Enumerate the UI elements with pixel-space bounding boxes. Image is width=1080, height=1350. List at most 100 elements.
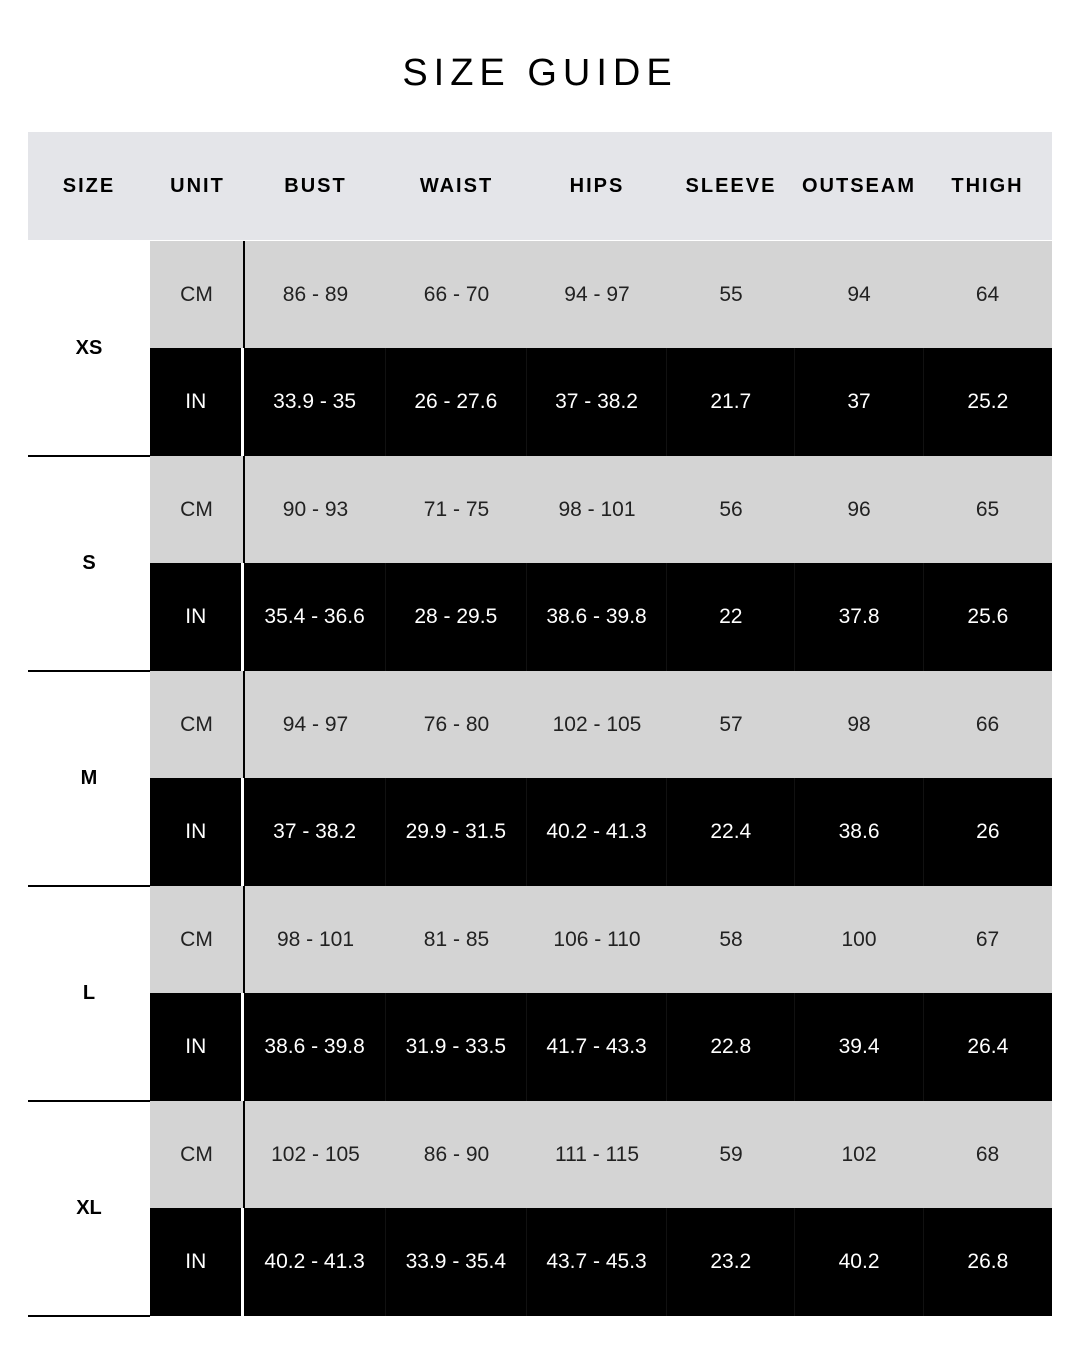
size-label: L [82, 982, 96, 1004]
value-cell: 76 - 80 [423, 712, 490, 736]
size-group-xs: XS CM 86 - 89 66 - 70 94 - 97 55 94 64 IN 33.9 - … [28, 241, 1052, 457]
table-header: SIZE UNIT BUST WAIST HIPS SLEEVE OUTSEAM THIGH [28, 132, 1052, 240]
size-label: S [82, 552, 96, 574]
header-unit: UNIT [170, 174, 225, 197]
header-bust: BUST [284, 174, 347, 197]
value-cell: 26 [922, 778, 1052, 886]
value-cell: 22 [666, 563, 794, 671]
value-cell: 56 [719, 497, 743, 521]
value-cell: 100 [841, 927, 877, 951]
value-cell: 98 [847, 712, 871, 736]
value-cell: 55 [719, 282, 743, 306]
size-group-s: S CM 90 - 93 71 - 75 98 - 101 56 96 65 IN 35.4 - … [28, 456, 1052, 672]
value-cell: 22.4 [666, 778, 794, 886]
value-cell: 64 [975, 282, 1000, 306]
value-cell: 90 - 93 [282, 497, 349, 521]
value-cell: 33.9 - 35.4 [384, 1208, 526, 1316]
value-cell: 111 - 115 [554, 1142, 640, 1166]
value-cell: 58 [719, 927, 743, 951]
value-cell: 57 [719, 712, 743, 736]
size-label: M [80, 767, 98, 789]
value-cell: 38.6 - 39.8 [264, 1035, 365, 1058]
size-label: XS [75, 337, 103, 359]
value-cell: 86 - 89 [282, 282, 349, 306]
size-divider [28, 1100, 150, 1102]
value-cell: 28 - 29.5 [384, 563, 526, 671]
table-row-cm: CM 94 - 97 76 - 80 102 - 105 57 98 66 [150, 671, 1052, 778]
header-hips: HIPS [569, 174, 625, 197]
unit-cell: IN [150, 993, 245, 1101]
size-group-l: L CM 98 - 101 81 - 85 106 - 110 58 100 67 IN 38.6… [28, 886, 1052, 1102]
value-cell: 102 - 105 [271, 1142, 360, 1166]
value-cell: 106 - 110 [553, 927, 641, 951]
size-divider [28, 1315, 150, 1317]
value-cell: 25.2 [922, 348, 1052, 456]
value-cell: 68 [975, 1142, 1000, 1166]
size-divider [28, 455, 150, 457]
unit-cell: CM [150, 456, 245, 563]
size-label: XL [76, 1197, 102, 1219]
value-cell: 41.7 - 43.3 [525, 993, 666, 1101]
value-cell: 38.6 - 39.8 [525, 563, 666, 671]
value-cell: 43.7 - 45.3 [525, 1208, 666, 1316]
value-cell: 71 - 75 [423, 497, 490, 521]
value-cell: 40.2 - 41.3 [264, 1250, 365, 1273]
value-cell: 38.6 [794, 778, 922, 886]
value-cell: 31.9 - 33.5 [384, 993, 526, 1101]
value-cell: 94 - 97 [564, 282, 630, 306]
value-cell: 23.2 [666, 1208, 794, 1316]
value-cell: 98 - 101 [558, 497, 636, 521]
table-row-in: IN 33.9 - 35 26 - 27.6 37 - 38.2 21.7 37 25.2 [150, 348, 1052, 456]
unit-cell: CM [150, 241, 245, 348]
size-group-xl: XL CM 102 - 105 86 - 90 111 - 115 59 102 68 IN 40… [28, 1101, 1052, 1317]
value-cell: 66 - 70 [423, 282, 490, 306]
value-cell: 96 [847, 497, 871, 521]
value-cell: 65 [975, 497, 1000, 521]
value-cell: 66 [975, 712, 1000, 736]
value-cell: 26 - 27.6 [384, 348, 526, 456]
table-row-cm: CM 102 - 105 86 - 90 111 - 115 59 102 68 [150, 1101, 1052, 1208]
unit-cell: IN [150, 563, 245, 671]
value-cell: 37 [794, 348, 922, 456]
value-cell: 94 [847, 282, 871, 306]
table-row-in: IN 38.6 - 39.8 31.9 - 33.5 41.7 - 43.3 22.8 3… [150, 993, 1052, 1101]
unit-cell: CM [150, 671, 245, 778]
value-cell: 59 [719, 1142, 743, 1166]
value-cell: 26.4 [922, 993, 1052, 1101]
value-cell: 37 - 38.2 [525, 348, 666, 456]
table-row-cm: CM 98 - 101 81 - 85 106 - 110 58 100 67 [150, 886, 1052, 993]
unit-cell: IN [150, 1208, 245, 1316]
value-cell: 37 - 38.2 [273, 820, 357, 843]
value-cell: 67 [975, 927, 1000, 951]
size-divider [28, 670, 150, 672]
value-cell: 40.2 - 41.3 [525, 778, 666, 886]
value-cell: 98 - 101 [276, 927, 355, 951]
value-cell: 102 [841, 1142, 877, 1166]
value-cell: 81 - 85 [423, 927, 490, 951]
unit-cell: IN [150, 348, 245, 456]
size-group-m: M CM 94 - 97 76 - 80 102 - 105 57 98 66 IN 37 - 3… [28, 671, 1052, 887]
value-cell: 39.4 [794, 993, 922, 1101]
value-cell: 35.4 - 36.6 [264, 605, 365, 628]
header-sleeve: SLEEVE [685, 174, 777, 197]
table-row-cm: CM 90 - 93 71 - 75 98 - 101 56 96 65 [150, 456, 1052, 563]
value-cell: 26.8 [922, 1208, 1052, 1316]
value-cell: 33.9 - 35 [273, 390, 357, 413]
unit-cell: IN [150, 778, 245, 886]
value-cell: 21.7 [666, 348, 794, 456]
header-outseam: OUTSEAM [802, 174, 916, 197]
unit-cell: CM [150, 1101, 245, 1208]
value-cell: 40.2 [794, 1208, 922, 1316]
unit-cell: CM [150, 886, 245, 993]
header-size: SIZE [62, 174, 116, 197]
table-row-in: IN 37 - 38.2 29.9 - 31.5 40.2 - 41.3 22.4 38.… [150, 778, 1052, 886]
value-cell: 22.8 [666, 993, 794, 1101]
page-title: SIZE GUIDE [402, 52, 678, 94]
value-cell: 102 - 105 [552, 712, 642, 736]
value-cell: 29.9 - 31.5 [384, 778, 526, 886]
table-row-in: IN 40.2 - 41.3 33.9 - 35.4 43.7 - 45.3 23.2 4… [150, 1208, 1052, 1316]
header-thigh: THIGH [951, 174, 1024, 197]
value-cell: 37.8 [794, 563, 922, 671]
value-cell: 94 - 97 [282, 712, 349, 736]
table-row-cm: CM 86 - 89 66 - 70 94 - 97 55 94 64 [150, 241, 1052, 348]
